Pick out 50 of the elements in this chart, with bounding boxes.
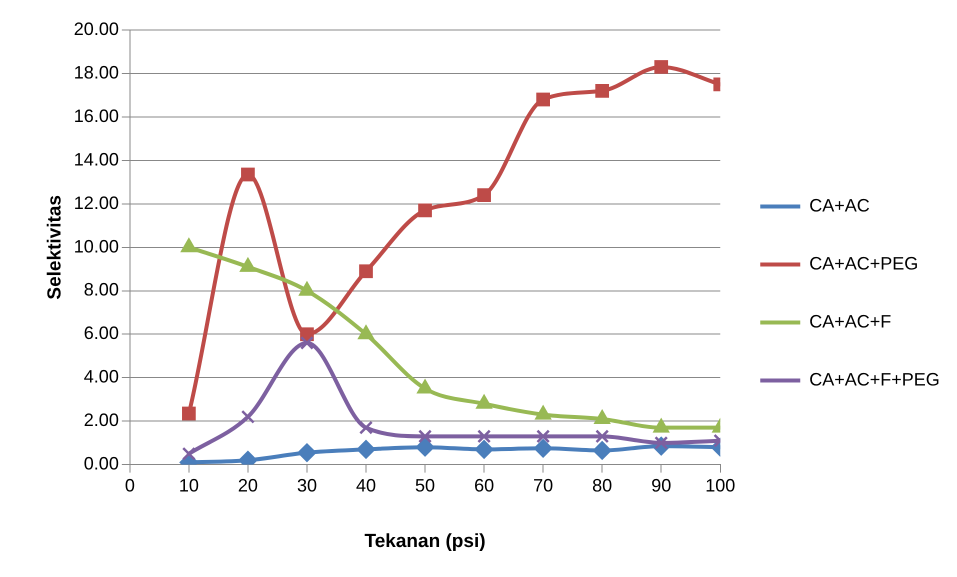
point <box>534 438 553 458</box>
point <box>241 410 255 424</box>
x-tick-label: 50 <box>415 475 436 496</box>
x-axis-title: Tekanan (psi) <box>364 530 486 552</box>
x-tick-label: 70 <box>533 475 554 496</box>
point <box>477 188 491 202</box>
point <box>359 264 373 278</box>
y-tick-label: 18.00 <box>74 62 119 82</box>
x-tick-label: 30 <box>296 475 317 496</box>
point <box>297 443 316 462</box>
point <box>477 429 491 444</box>
point <box>416 438 435 457</box>
point <box>418 429 432 444</box>
y-tick-label: 6.00 <box>84 323 119 344</box>
point <box>356 440 376 459</box>
x-tick-label: 60 <box>474 475 494 496</box>
y-axis-title: Selektivitas <box>44 195 66 300</box>
y-tick-label: 10.00 <box>74 236 119 256</box>
x-tick-label: 80 <box>592 475 612 496</box>
y-tick-label: 8.00 <box>84 280 119 300</box>
point <box>536 429 550 444</box>
legend-label: CA+AC+F+PEG <box>809 369 940 390</box>
legend-label: CA+AC+F <box>809 311 892 332</box>
y-tick-label: 2.00 <box>84 410 119 430</box>
point <box>654 60 668 74</box>
point <box>182 446 196 461</box>
point <box>595 84 610 98</box>
y-tick-label: 20.00 <box>74 18 119 39</box>
y-tick-label: 4.00 <box>84 366 119 387</box>
point <box>359 420 373 435</box>
point <box>418 203 432 218</box>
legend-label: CA+AC+PEG <box>809 253 918 274</box>
point <box>241 168 255 182</box>
point <box>300 336 314 350</box>
point <box>592 440 612 460</box>
y-tick-label: 16.00 <box>74 106 119 126</box>
x-tick-label: 10 <box>178 475 199 496</box>
point <box>595 429 610 444</box>
x-tick-label: 90 <box>651 475 672 496</box>
x-tick-label: 20 <box>238 475 258 496</box>
point <box>536 92 550 106</box>
x-tick-label: 100 <box>705 475 736 496</box>
point <box>474 440 494 459</box>
y-tick-label: 0.00 <box>84 454 119 474</box>
x-tick-label: 0 <box>124 475 135 496</box>
y-tick-label: 12.00 <box>74 192 119 213</box>
legend-label: CA+AC <box>809 195 870 216</box>
point <box>182 406 196 420</box>
y-tick-label: 14.00 <box>74 149 119 170</box>
x-tick-label: 40 <box>356 475 376 496</box>
